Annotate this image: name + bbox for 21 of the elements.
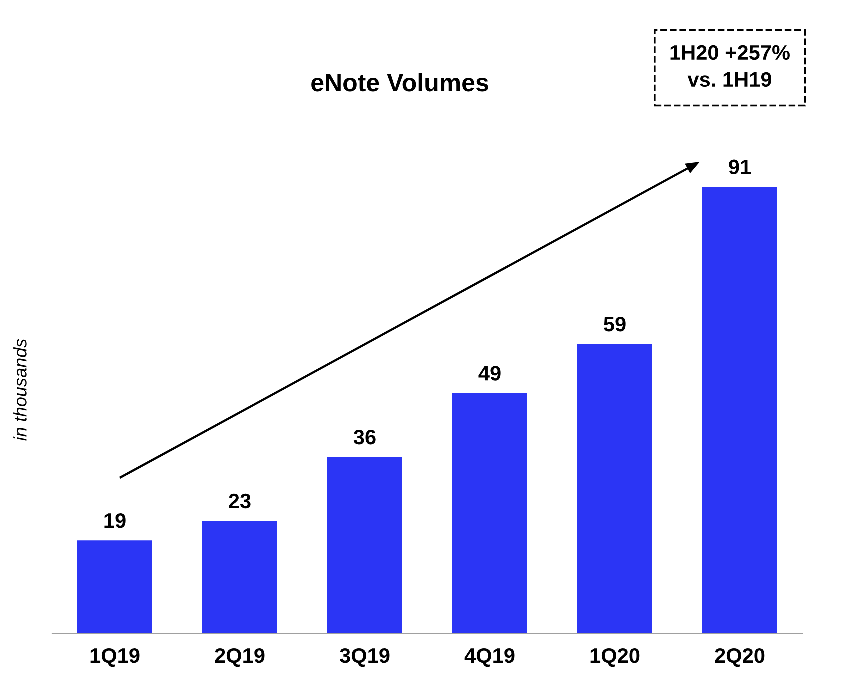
text: 1H20 +257% vs. 1H19: [670, 45, 790, 88]
chart-title: eNote Volumes: [312, 73, 488, 92]
x-tick-label: 2Q19: [215, 648, 265, 668]
y-axis-title: in thousands: [14, 339, 27, 441]
x-tick-label: 1Q20: [590, 648, 640, 668]
x-tick-label: 3Q19: [340, 648, 390, 668]
x-tick-label: 2Q20: [715, 648, 765, 668]
data-label: 36: [354, 430, 376, 445]
bar: [202, 521, 278, 634]
data-label: 91: [729, 160, 752, 175]
bar: [328, 457, 402, 634]
bar: [452, 393, 528, 634]
data-label: 23: [229, 494, 251, 509]
bar: [702, 187, 778, 634]
data-label: 19: [104, 513, 126, 528]
bar: [78, 540, 152, 634]
x-tick-label: 1Q19: [90, 648, 140, 668]
data-label: 49: [478, 366, 501, 381]
data-label: 59: [604, 316, 626, 332]
x-tick-label: 4Q19: [464, 648, 515, 668]
bar: [578, 344, 652, 634]
